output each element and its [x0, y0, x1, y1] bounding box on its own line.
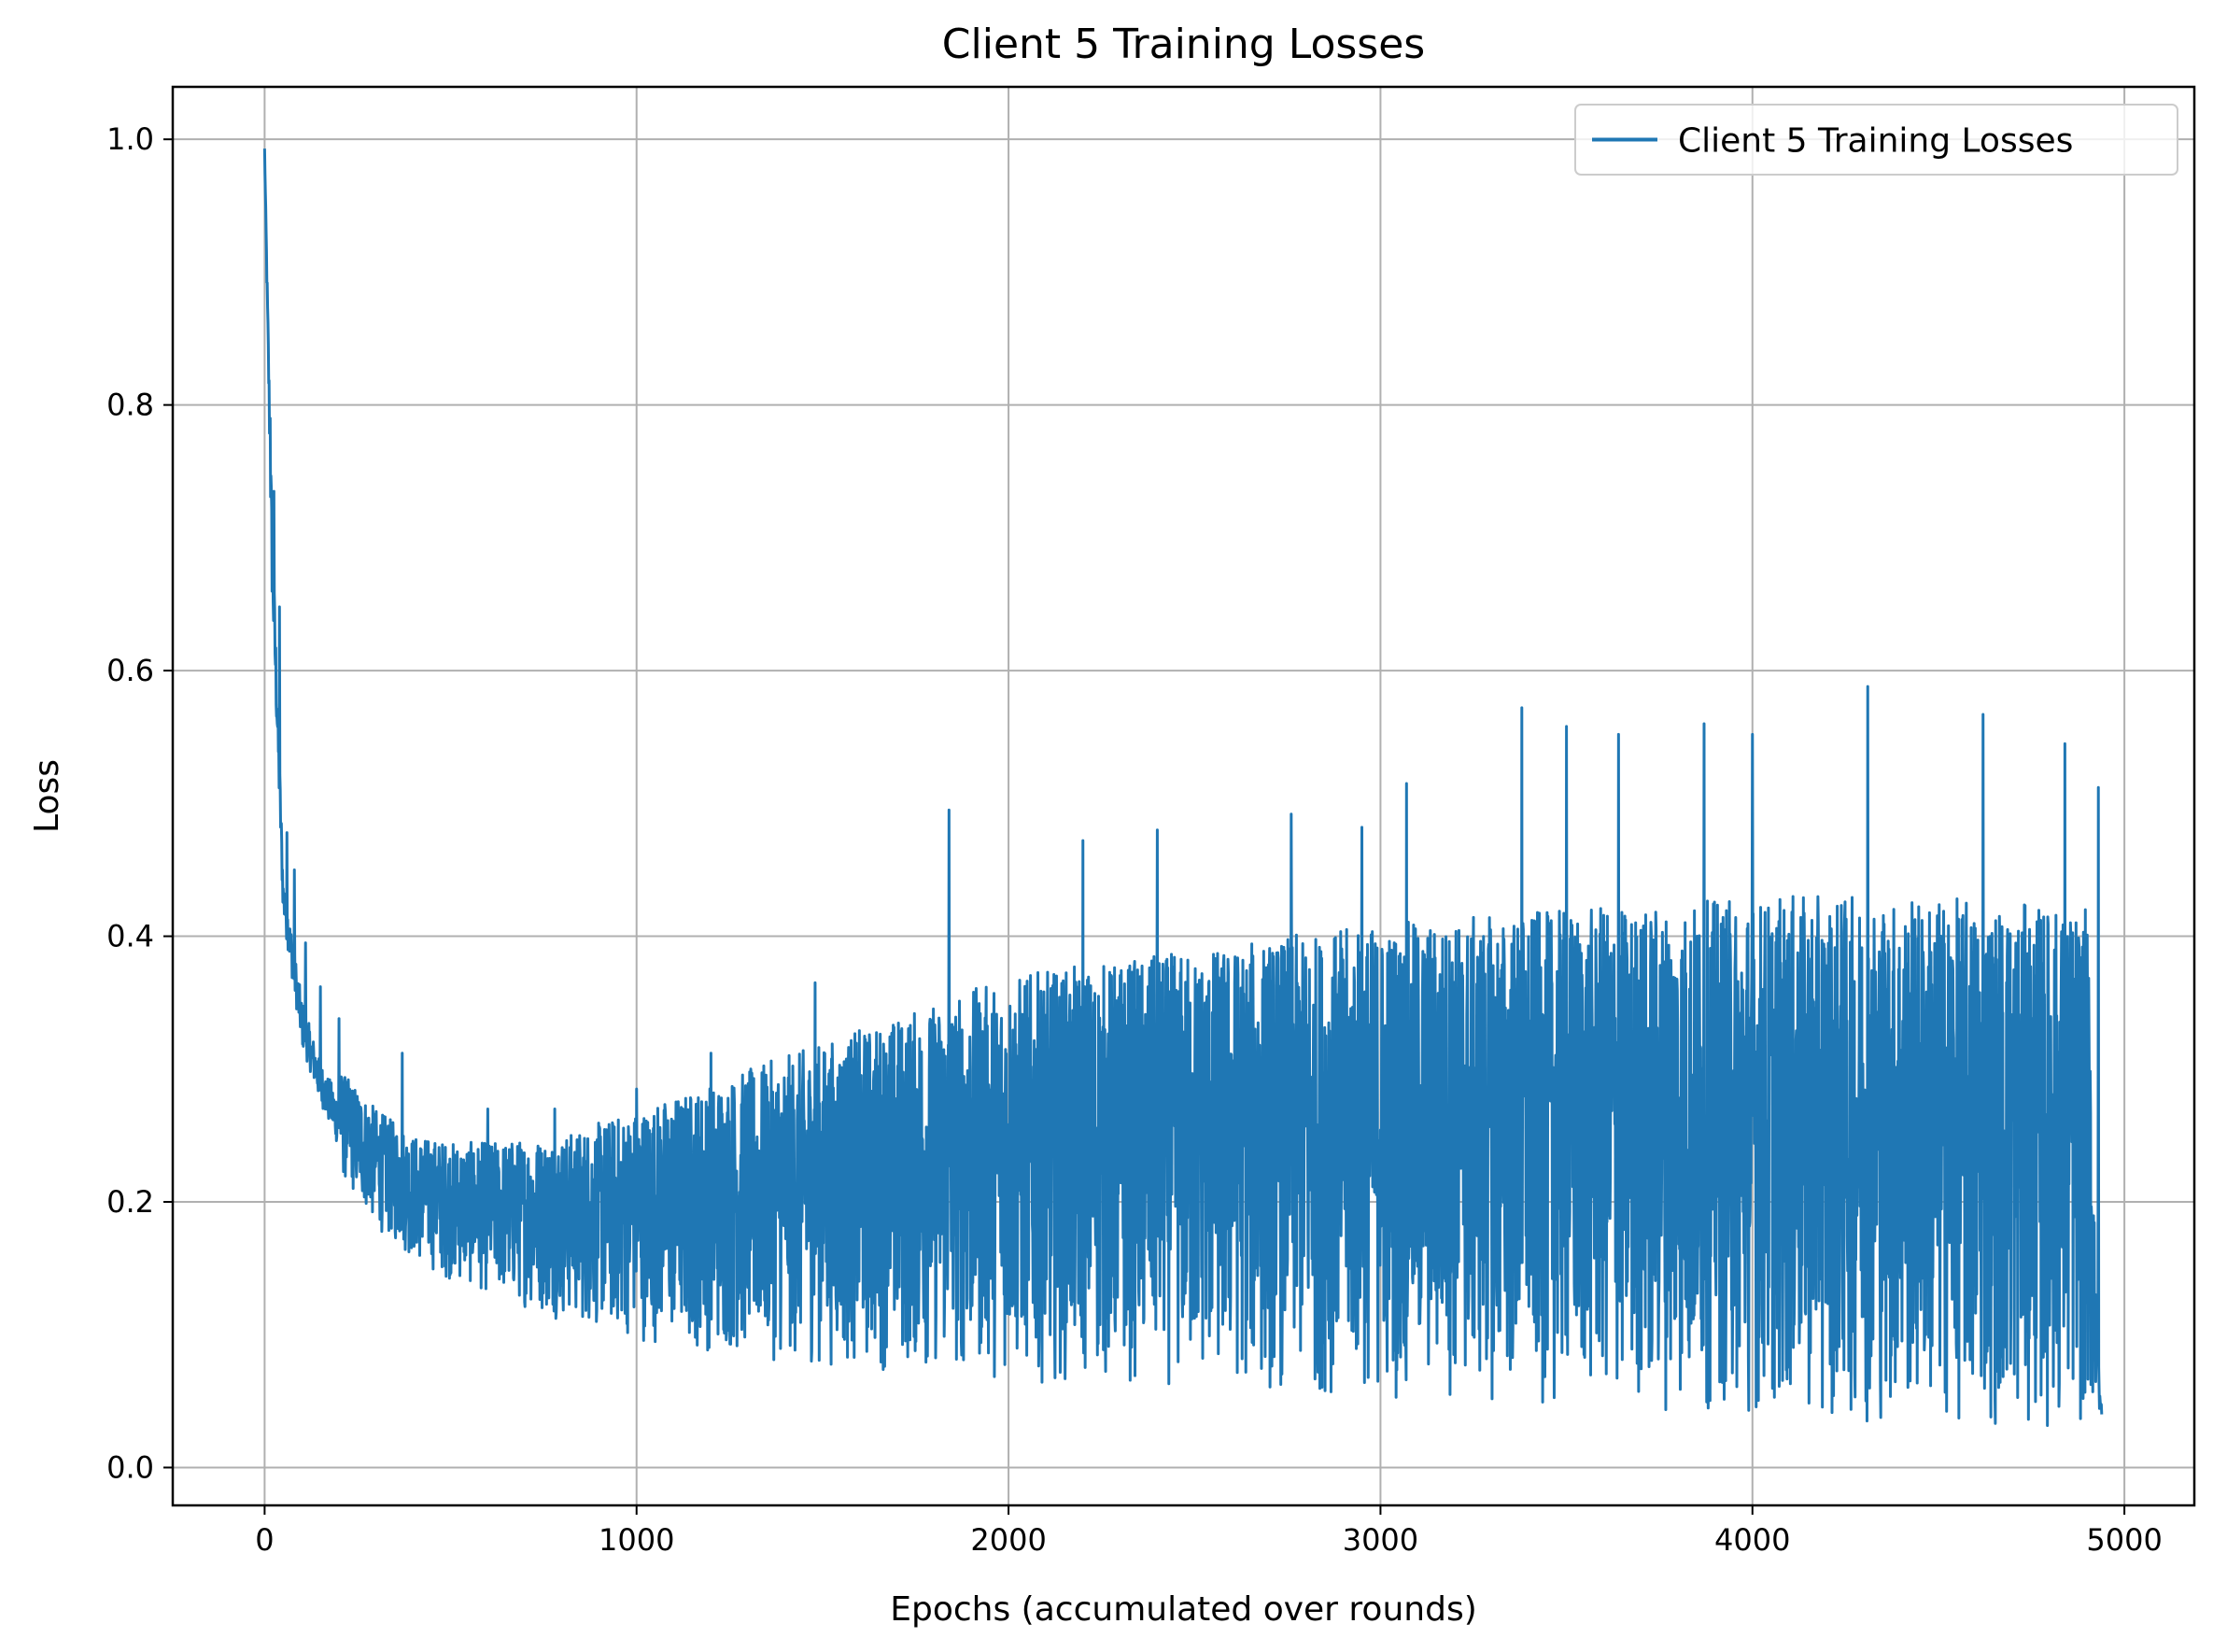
plot-frame	[171, 85, 2196, 1507]
y-axis-label: Loss	[28, 759, 66, 833]
legend-label: Client 5 Training Losses	[1678, 122, 2073, 161]
legend-box	[1574, 104, 2178, 176]
chart-title: Client 5 Training Losses	[942, 21, 1425, 68]
y-tick-label: 0.0	[106, 1449, 154, 1485]
y-tick-label: 0.8	[106, 388, 154, 423]
x-tick-label: 1000	[599, 1522, 674, 1558]
y-tick-label: 0.6	[106, 653, 154, 688]
y-tick-label: 1.0	[106, 121, 154, 157]
x-tick-label: 2000	[970, 1522, 1046, 1558]
x-tick-label: 3000	[1343, 1522, 1418, 1558]
y-tick-label: 0.4	[106, 919, 154, 954]
x-tick-label: 5000	[2086, 1522, 2162, 1558]
x-tick-label: 4000	[1714, 1522, 1790, 1558]
data-layer	[262, 148, 2104, 1427]
ticks-layer: 0 1000 2000 3000 4000 5000 0.0 0.2 0.4 0.6 0.8 1.0	[106, 121, 2163, 1558]
series-line-client-5	[262, 148, 2104, 1427]
x-tick-label: 0	[255, 1522, 274, 1558]
legend: Client 5 Training Losses	[1574, 104, 2178, 176]
x-axis-label: Epochs (accumulated over rounds)	[890, 1590, 1477, 1629]
y-tick-label: 0.2	[106, 1184, 154, 1220]
